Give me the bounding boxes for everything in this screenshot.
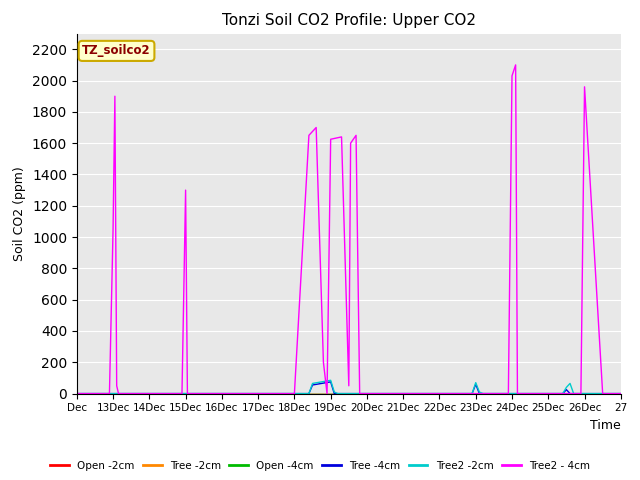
X-axis label: Time: Time <box>590 419 621 432</box>
Y-axis label: Soil CO2 (ppm): Soil CO2 (ppm) <box>13 166 26 261</box>
Legend: Open -2cm, Tree -2cm, Open -4cm, Tree -4cm, Tree2 -2cm, Tree2 - 4cm: Open -2cm, Tree -2cm, Open -4cm, Tree -4… <box>46 456 594 475</box>
Text: TZ_soilco2: TZ_soilco2 <box>82 44 151 58</box>
Title: Tonzi Soil CO2 Profile: Upper CO2: Tonzi Soil CO2 Profile: Upper CO2 <box>222 13 476 28</box>
